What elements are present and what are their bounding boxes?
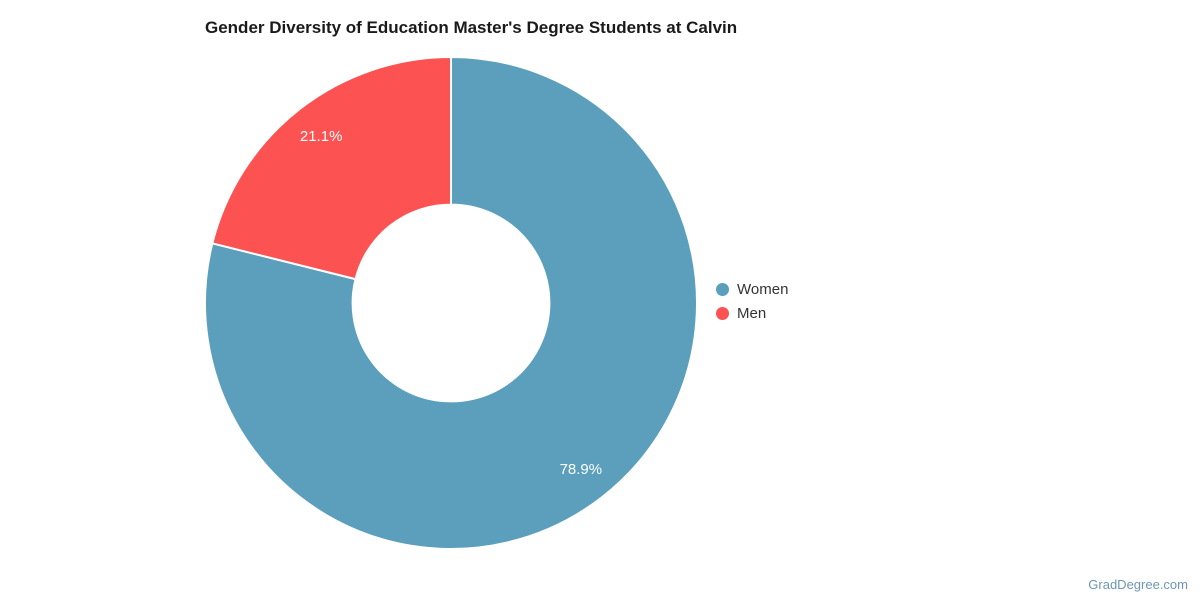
men-legend-marker-icon [716, 307, 729, 320]
chart-title: Gender Diversity of Education Master's D… [205, 18, 738, 37]
women-legend-marker-icon [716, 283, 729, 296]
slice-label-women: 78.9% [560, 461, 603, 478]
pie-slice-men[interactable] [211, 56, 452, 281]
legend: Women Men [716, 281, 788, 322]
legend-item-women[interactable]: Women [716, 281, 788, 298]
legend-label-men: Men [737, 305, 767, 322]
legend-label-women: Women [737, 281, 789, 298]
pie-slice-women[interactable] [204, 56, 698, 550]
slice-label-men: 21.1% [300, 128, 343, 145]
watermark-link[interactable]: GradDegree.com [1088, 577, 1188, 592]
legend-item-men[interactable]: Men [716, 305, 788, 322]
